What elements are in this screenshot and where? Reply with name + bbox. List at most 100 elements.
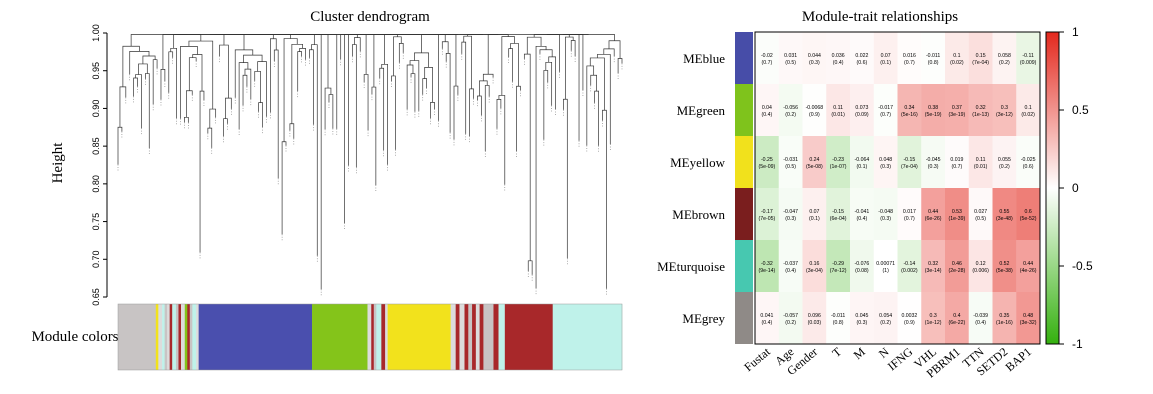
color-bar-segment-turquoise [172,304,177,370]
dendrogram-branch [254,71,261,103]
dendrogram-branch [516,85,521,152]
color-bar-segment-turquoise [498,304,506,370]
dendrogram-branch [398,43,404,63]
cell-pvalue-label: (0.4) [857,216,868,222]
dendrogram-branch [501,36,515,96]
cell-pvalue-label: (6e-26) [925,216,942,222]
cell-MEgreen-VHL [921,84,946,137]
cell-value-label: -0.039 [973,313,988,319]
color-bar-segment-yellow [155,304,159,370]
dendrogram-branch [617,58,623,74]
dendrogram-branch [283,38,298,142]
legend-tick-label: -1 [1072,337,1083,351]
cell-MEyellow-BAP1 [1016,136,1041,189]
cell-pvalue-label: (0.4) [833,60,844,66]
cell-value-label: 0.016 [903,53,916,59]
dendrogram-branch [438,34,451,121]
cell-value-label: 0.15 [976,53,986,59]
cell-MEgrey-Gender [802,292,827,345]
cell-pvalue-label: (0.009) [1020,60,1037,66]
dendrogram-branch [409,60,420,111]
row-swatch-MEyellow [735,136,753,188]
dendrogram-branch [117,126,123,165]
dendrogram-branch [422,78,428,95]
cell-pvalue-label: (3e-14) [925,268,942,274]
cell-MEgrey-N [873,292,898,345]
cell-value-label: 0.46 [952,261,962,267]
cell-pvalue-label: (5e-38) [996,268,1013,274]
cell-pvalue-label: (0.3) [880,216,891,222]
dendrogram-branch [510,43,519,87]
cell-pvalue-label: (0.8) [928,60,939,66]
cell-value-label: 0.055 [998,157,1011,163]
color-bar-segment-brown [464,304,469,370]
color-bar-segment-brown [178,304,182,370]
dendrogram-branch [142,55,156,64]
cell-MEbrown-M [850,188,874,241]
dendrogram-branch [188,40,214,110]
color-bar-segment-grey [175,304,179,370]
column-label-T: T [829,344,844,360]
dendrogram-branch [568,34,580,141]
cell-pvalue-label: (0.3) [928,164,939,170]
cell-MEyellow-SETD2 [992,136,1017,189]
cell-pvalue-label: (0.2) [999,60,1010,66]
module-colors-label: Module colors [31,329,118,345]
cell-value-label: -0.037 [783,261,798,267]
cell-value-label: -0.031 [783,157,798,163]
cell-value-label: -0.076 [855,261,870,267]
dendrogram-branch [291,43,303,124]
cell-MEgrey-Age [778,292,803,345]
dendrogram-branch [543,70,549,140]
cell-pvalue-label: (5e-16) [901,112,918,118]
dendrogram-branch [608,40,621,59]
dendrogram-branch [289,123,295,139]
dendrogram-branch [281,141,287,235]
cell-value-label: 0.041 [760,313,773,319]
row-label-MEturquoise: MEturquoise [657,259,725,274]
color-bar-segment-brown [493,304,499,370]
cell-value-label: -0.14 [903,261,915,267]
cell-value-label: -0.25 [761,157,773,163]
cell-value-label: -0.011 [926,53,940,59]
cell-MEgrey-T [826,292,851,345]
cell-pvalue-label: (6e-04) [830,216,847,222]
y-tick-label: 0.65 [91,288,101,306]
legend-tick-label: 0 [1072,181,1079,195]
dendrogram-branch [371,86,377,185]
cell-MEgrey-IFNG [897,292,922,345]
color-bar-segment-light [385,304,388,370]
cell-MEyellow-T [826,136,851,189]
cell-value-label: -0.011 [831,313,845,319]
column-label-M: M [851,344,868,362]
color-scale-bar [1045,31,1060,345]
color-bar-segment-turquoise [162,304,165,370]
cell-value-label: 0.00071 [876,261,895,267]
cell-value-label: -0.15 [832,209,844,215]
cell-value-label: -0.064 [855,157,870,163]
cell-pvalue-label: (0.3) [785,216,796,222]
cell-pvalue-label: (0.8) [833,320,844,326]
y-tick-label: 0.75 [91,213,101,231]
cell-pvalue-label: (0.4) [762,320,773,326]
cell-MEgrey-SETD2 [992,292,1017,345]
dendrogram-branch [297,51,302,92]
color-bar-segment-blue [198,304,313,370]
cell-MEgreen-Age [778,84,803,137]
dendrogram-branch [243,34,323,50]
dendrogram-branch [352,34,367,75]
cell-MEgreen-Fustat [755,84,779,137]
row-swatch-MEturquoise [735,240,753,292]
dendrogram-branch [527,260,533,275]
cell-pvalue-label: (0.09) [855,112,869,118]
dendrogram-branch [311,44,318,256]
cell-pvalue-label: (0.3) [857,320,868,326]
dendrogram-branch [352,44,357,168]
cell-value-label: 0.1 [953,53,960,59]
dendrogram-branch [288,34,329,89]
cell-pvalue-label: (1) [882,268,889,274]
cell-value-label: -0.045 [926,157,941,163]
cell-pvalue-label: (9e-14) [759,268,776,274]
dendrogram-branch [602,109,607,289]
cell-pvalue-label: (0.2) [880,320,891,326]
